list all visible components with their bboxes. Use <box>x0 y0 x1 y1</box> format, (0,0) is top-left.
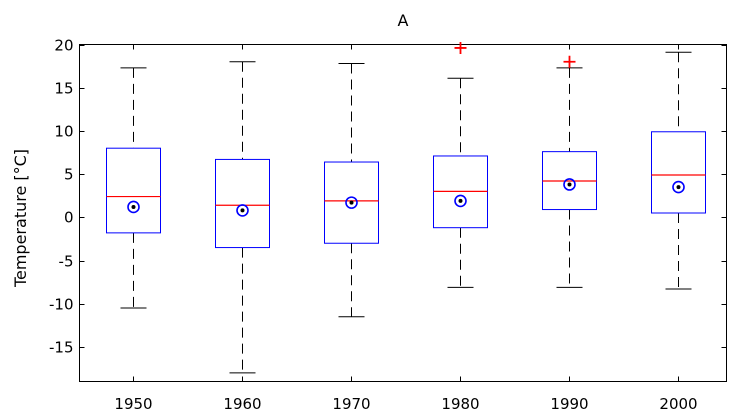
iqr-box <box>106 147 161 234</box>
box-1950 <box>106 67 161 309</box>
mean-marker-dot <box>458 198 463 203</box>
y-tick-label: 20 <box>54 37 73 55</box>
mean-marker-ring <box>236 204 249 217</box>
y-tick-label: -5 <box>59 253 74 271</box>
mean-marker-ring <box>345 196 358 209</box>
mean-marker-dot <box>567 182 572 187</box>
x-tick-label: 2000 <box>659 395 697 413</box>
box-1980 <box>433 41 488 288</box>
y-tick-label: -10 <box>49 296 74 314</box>
x-tick-label: 1980 <box>441 395 479 413</box>
mean-marker-dot <box>240 208 245 213</box>
plot-frame <box>79 44 727 382</box>
outlier-marker <box>563 55 576 68</box>
mean-marker-dot <box>131 204 136 209</box>
x-tick-label: 1990 <box>550 395 588 413</box>
outlier-marker <box>454 41 467 54</box>
iqr-box <box>215 158 270 249</box>
y-tick-label: 5 <box>64 166 74 184</box>
y-tick-label: 10 <box>54 123 73 141</box>
box-1960 <box>215 61 270 374</box>
y-tick-label: 0 <box>64 209 74 227</box>
x-tick-label: 1960 <box>223 395 261 413</box>
y-tick-label: 15 <box>54 80 73 98</box>
y-axis: -15 -10 -5 0 5 10 15 20 <box>49 37 727 357</box>
x-tick-label: 1970 <box>332 395 370 413</box>
iqr-box <box>324 161 379 244</box>
y-tick-label: -15 <box>49 339 74 357</box>
mean-marker-ring <box>563 178 576 191</box>
mean-marker-ring <box>672 180 685 194</box>
mean-marker-dot <box>349 200 354 205</box>
chart-title: A <box>398 11 409 30</box>
mean-marker-ring <box>454 194 467 208</box>
box-1970 <box>324 63 379 318</box>
boxes-group <box>106 41 706 374</box>
mean-marker-dot <box>676 185 681 190</box>
box-1990 <box>542 55 597 288</box>
y-axis-label: Temperature [°C] <box>11 149 30 288</box>
mean-marker-ring <box>127 200 140 214</box>
iqr-box <box>651 131 706 214</box>
x-axis: 1950 1960 1970 1980 1990 2000 <box>114 44 698 413</box>
box-2000 <box>651 51 706 290</box>
x-tick-label: 1950 <box>114 395 152 413</box>
